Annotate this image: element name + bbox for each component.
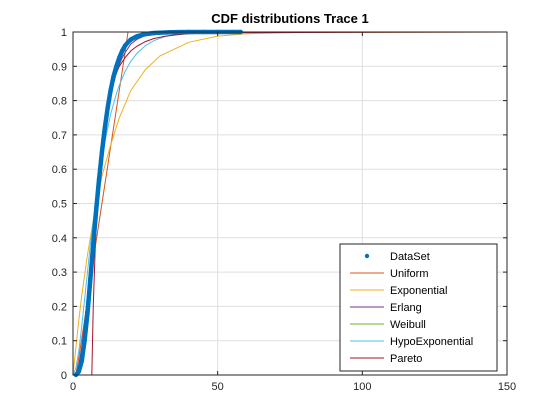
data-point — [88, 276, 93, 282]
data-point — [134, 34, 139, 39]
legend: DataSet Uniform Exponential Erlang Weibull Hy… — [339, 243, 498, 372]
legend-label-hypoexponential: HypoExponential — [390, 336, 473, 348]
data-point — [76, 369, 81, 374]
data-point — [108, 88, 113, 93]
chart-title: CDF distributions Trace 1 — [211, 11, 368, 26]
data-point — [79, 359, 84, 364]
y-tick-label: 0 — [61, 370, 67, 382]
data-point — [93, 208, 99, 213]
data-point — [119, 48, 125, 54]
y-tick-label: 0.3 — [52, 267, 67, 279]
data-point — [122, 43, 128, 48]
data-point — [117, 55, 122, 60]
data-point — [128, 37, 134, 42]
y-tick-label: 0.2 — [52, 301, 67, 313]
data-point — [157, 30, 162, 35]
x-tick-label: 150 — [498, 381, 516, 393]
legend-marker-dataset — [364, 253, 370, 259]
legend-label-exponential: Exponential — [390, 285, 448, 297]
y-tick-label: 0.8 — [52, 96, 67, 108]
data-point — [105, 105, 110, 110]
data-point — [146, 31, 151, 36]
x-tick-labels: 0 50 100 150 — [70, 381, 516, 393]
data-point — [82, 338, 87, 343]
y-tick-label: 0.7 — [52, 130, 67, 142]
legend-label-dataset: DataSet — [390, 251, 430, 263]
legend-label-pareto: Pareto — [390, 353, 422, 365]
data-point — [140, 32, 145, 37]
data-point — [91, 242, 96, 247]
data-point — [125, 40, 131, 45]
y-tick-label: 0.6 — [52, 164, 67, 176]
y-tick-label: 0.5 — [52, 199, 67, 211]
data-point — [102, 125, 108, 131]
y-tick-label: 1 — [61, 27, 67, 39]
y-tick-label: 0.1 — [52, 336, 67, 348]
legend-label-erlang: Erlang — [390, 302, 422, 314]
data-point — [114, 64, 119, 69]
data-point — [111, 74, 116, 79]
x-tick-label: 0 — [70, 381, 76, 393]
x-tick-label: 100 — [353, 381, 371, 393]
data-point — [151, 30, 157, 36]
y-tick-label: 0.9 — [52, 61, 67, 73]
x-tick-label: 50 — [212, 381, 224, 393]
series-layer — [72, 29, 508, 378]
y-tick-label: 0.4 — [52, 233, 67, 245]
legend-label-uniform: Uniform — [390, 268, 429, 280]
legend-label-weibull: Weibull — [390, 319, 426, 331]
data-point — [85, 311, 90, 316]
y-tick-labels: 0 0.1 0.2 0.3 0.4 0.5 0.6 0.7 0.8 0.9 1 — [52, 27, 67, 382]
series-exponential-line — [72, 31, 508, 376]
data-point — [99, 149, 105, 155]
ticks — [72, 31, 508, 376]
data-point — [96, 177, 102, 182]
